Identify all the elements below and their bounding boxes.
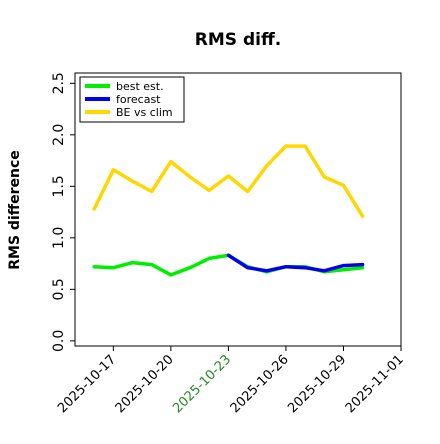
y-tick-label-4: 2.0	[51, 124, 67, 146]
y-tick-label-5: 2.5	[51, 72, 67, 94]
y-tick-label-3: 1.5	[51, 175, 67, 197]
y-tick-label-2: 1.0	[51, 227, 67, 249]
series-line-be-vs-clim	[92, 144, 365, 218]
legend-label-best-est: best est.	[116, 80, 164, 93]
series-layer	[92, 144, 365, 277]
y-axis: 0.0 0.5 1.0 1.5 2.0 2.5	[51, 72, 75, 352]
plot-frame	[74, 72, 402, 347]
legend-label-forecast: forecast	[116, 93, 161, 106]
y-tick-label-0: 0.0	[51, 330, 67, 352]
legend-label-be-vs-clim: BE vs clim	[116, 106, 173, 119]
y-axis-label: RMS difference	[7, 150, 23, 270]
y-tick-label-1: 0.5	[51, 278, 67, 300]
series-line-forecast	[226, 253, 365, 273]
chart-title: RMS diff.	[195, 30, 281, 50]
